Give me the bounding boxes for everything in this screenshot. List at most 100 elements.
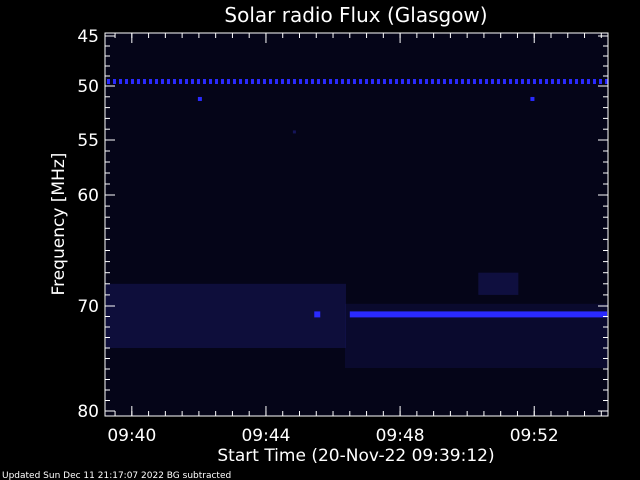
- spike-point: [292, 130, 296, 134]
- interference-dot: [137, 79, 140, 84]
- interference-dot: [185, 79, 188, 84]
- axis-frame: [104, 32, 609, 417]
- x-axis: 09:40 09:44 09:48 09:52: [107, 33, 602, 446]
- interference-dot: [335, 79, 338, 84]
- y-tick-label: 50: [77, 77, 99, 97]
- interference-dot: [275, 79, 278, 84]
- x-tick-label: 09:48: [376, 426, 425, 446]
- x-tick-label: 09:44: [241, 426, 290, 446]
- interference-dot: [425, 79, 428, 84]
- interference-dot: [593, 79, 596, 84]
- interference-dot: [317, 79, 320, 84]
- spike-point: [197, 96, 202, 101]
- interference-dot: [581, 79, 584, 84]
- faint-blob: [478, 272, 519, 295]
- y-axis: 45 50 55 60 70 80: [77, 27, 608, 422]
- interference-dot: [305, 79, 308, 84]
- interference-dot: [599, 79, 602, 84]
- interference-dot: [473, 79, 476, 84]
- interference-dot: [107, 79, 110, 84]
- interference-dot: [419, 79, 422, 84]
- spectrogram-features: [106, 79, 608, 368]
- interference-dot: [287, 79, 290, 84]
- interference-dot: [557, 79, 560, 84]
- y-tick-label: 70: [77, 297, 99, 317]
- interference-dot: [413, 79, 416, 84]
- interference-dot: [173, 79, 176, 84]
- interference-dot: [545, 79, 548, 84]
- interference-dot: [503, 79, 506, 84]
- spike-point: [530, 96, 535, 101]
- interference-dot: [143, 79, 146, 84]
- interference-dot: [125, 79, 128, 84]
- interference-dot: [203, 79, 206, 84]
- interference-dot: [527, 79, 530, 84]
- interference-dot: [443, 79, 446, 84]
- interference-dot: [113, 79, 116, 84]
- interference-dot: [509, 79, 512, 84]
- interference-dot: [347, 79, 350, 84]
- interference-dot: [293, 79, 296, 84]
- interference-dot: [455, 79, 458, 84]
- x-axis-title: Start Time (20-Nov-22 09:39:12): [217, 446, 494, 466]
- interference-dot: [251, 79, 254, 84]
- interference-dot: [431, 79, 434, 84]
- interference-dot: [401, 79, 404, 84]
- interference-dot: [485, 79, 488, 84]
- interference-dot: [395, 79, 398, 84]
- interference-dot: [359, 79, 362, 84]
- interference-dot: [215, 79, 218, 84]
- interference-dot: [329, 79, 332, 84]
- interference-dot: [437, 79, 440, 84]
- interference-dot: [209, 79, 212, 84]
- interference-dot: [515, 79, 518, 84]
- interference-dot: [323, 79, 326, 84]
- faint-emission-region: [106, 283, 346, 348]
- interference-dot: [497, 79, 500, 84]
- interference-dot: [605, 79, 608, 84]
- interference-dot: [449, 79, 452, 84]
- interference-dot: [587, 79, 590, 84]
- interference-dot: [341, 79, 344, 84]
- y-tick-label: 45: [77, 27, 99, 47]
- interference-dot: [227, 79, 230, 84]
- burst-band: [349, 311, 607, 318]
- interference-dot: [149, 79, 152, 84]
- interference-dot: [365, 79, 368, 84]
- x-tick-label: 09:40: [107, 426, 156, 446]
- interference-dot: [407, 79, 410, 84]
- y-axis-title: Frequency [MHz]: [49, 153, 69, 296]
- footer-note: Updated Sun Dec 11 21:17:07 2022 BG subt…: [2, 471, 231, 480]
- interference-dot: [197, 79, 200, 84]
- y-tick-label: 60: [77, 186, 99, 206]
- interference-dot: [467, 79, 470, 84]
- interference-dot: [179, 79, 182, 84]
- interference-dot: [539, 79, 542, 84]
- interference-dot: [533, 79, 536, 84]
- interference-dot: [461, 79, 464, 84]
- interference-dot: [269, 79, 272, 84]
- interference-dot: [131, 79, 134, 84]
- interference-dot: [377, 79, 380, 84]
- y-tick-label: 80: [77, 402, 99, 422]
- plot-area: [105, 33, 608, 416]
- interference-dot: [383, 79, 386, 84]
- interference-dot: [119, 79, 122, 84]
- interference-dot: [299, 79, 302, 84]
- interference-dot: [311, 79, 314, 84]
- interference-dot: [221, 79, 224, 84]
- interference-dot: [263, 79, 266, 84]
- interference-dot: [563, 79, 566, 84]
- interference-dot: [155, 79, 158, 84]
- interference-dot: [191, 79, 194, 84]
- interference-dot: [257, 79, 260, 84]
- interference-dot: [569, 79, 572, 84]
- interference-dot: [389, 79, 392, 84]
- interference-dot: [167, 79, 170, 84]
- interference-dot: [161, 79, 164, 84]
- interference-dot: [245, 79, 248, 84]
- interference-dot: [233, 79, 236, 84]
- interference-dot: [353, 79, 356, 84]
- interference-dot: [491, 79, 494, 84]
